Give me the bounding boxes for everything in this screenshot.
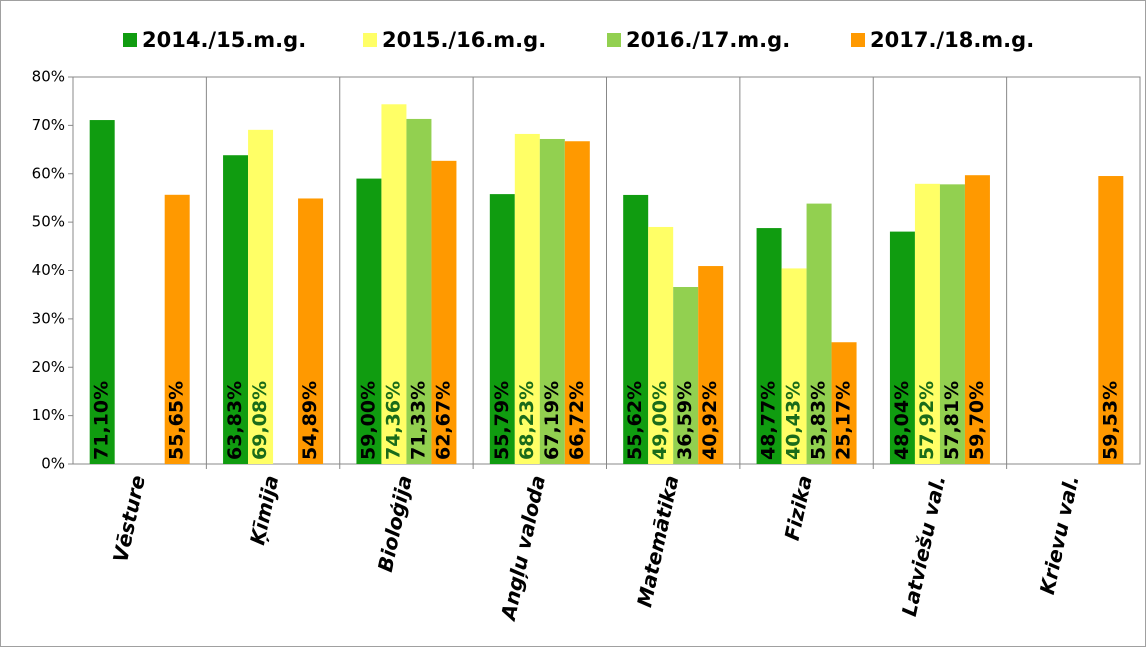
- data-label: 71,10%: [91, 381, 113, 460]
- data-label: 49,00%: [649, 381, 671, 460]
- y-tick-label: 40%: [32, 261, 65, 279]
- bar: [831, 342, 857, 464]
- data-label: 66,72%: [566, 381, 588, 460]
- y-tick-label: 60%: [32, 164, 65, 182]
- data-label: 69,08%: [249, 381, 271, 460]
- data-label: 40,92%: [699, 381, 721, 460]
- bar: [356, 178, 382, 464]
- data-label: 55,65%: [166, 381, 188, 460]
- bar: [564, 141, 590, 464]
- data-label: 62,67%: [432, 381, 454, 460]
- data-label: 63,83%: [224, 381, 246, 460]
- y-tick-label: 70%: [32, 116, 65, 134]
- data-label: 48,04%: [891, 381, 913, 460]
- legend-label: 2015./16.m.g.: [382, 28, 546, 52]
- data-label: 57,92%: [916, 381, 938, 460]
- bar: [623, 194, 649, 465]
- bar: [406, 118, 432, 464]
- legend-label: 2016./17.m.g.: [626, 28, 790, 52]
- data-label: 67,19%: [541, 381, 563, 460]
- y-tick-label: 0%: [41, 455, 65, 473]
- y-tick-label: 10%: [32, 406, 65, 424]
- bar: [431, 160, 457, 465]
- data-label: 48,77%: [758, 381, 780, 460]
- bar: [889, 231, 915, 464]
- bar: [914, 183, 940, 464]
- legend-swatch: [363, 33, 377, 47]
- data-label: 25,17%: [833, 381, 855, 460]
- bar: [964, 175, 990, 465]
- bar: [164, 194, 190, 464]
- data-label: 40,43%: [783, 381, 805, 460]
- data-label: 59,70%: [966, 381, 988, 460]
- data-label: 55,79%: [491, 381, 513, 460]
- bar: [648, 226, 674, 464]
- bar: [806, 203, 832, 464]
- bar: [539, 138, 565, 464]
- legend-label: 2014./15.m.g.: [142, 28, 306, 52]
- y-tick-label: 30%: [32, 309, 65, 327]
- y-tick-label: 80%: [32, 68, 65, 86]
- data-label: 54,89%: [299, 381, 321, 460]
- legend-swatch: [123, 33, 137, 47]
- bar: [698, 266, 724, 464]
- bar: [223, 155, 249, 464]
- data-label: 59,00%: [357, 381, 379, 460]
- data-label: 57,81%: [941, 381, 963, 460]
- data-label: 71,33%: [407, 381, 429, 460]
- bar: [1098, 176, 1124, 464]
- bar: [756, 228, 782, 464]
- legend-swatch: [851, 33, 865, 47]
- data-label: 59,53%: [1099, 381, 1121, 460]
- y-tick-label: 50%: [32, 213, 65, 231]
- bar: [298, 198, 324, 465]
- bar: [89, 120, 115, 465]
- bar: [939, 184, 965, 465]
- data-label: 74,36%: [382, 381, 404, 460]
- bar: [248, 129, 274, 464]
- bar: [781, 268, 807, 464]
- y-tick-label: 20%: [32, 358, 65, 376]
- bar: [381, 104, 407, 464]
- legend-swatch: [607, 33, 621, 47]
- data-label: 55,62%: [624, 381, 646, 460]
- legend-label: 2017./18.m.g.: [870, 28, 1034, 52]
- data-label: 68,23%: [516, 381, 538, 460]
- bar: [514, 133, 540, 464]
- data-label: 53,83%: [808, 381, 830, 460]
- bar: [489, 194, 515, 464]
- bar: [673, 286, 699, 464]
- data-label: 36,59%: [674, 381, 696, 460]
